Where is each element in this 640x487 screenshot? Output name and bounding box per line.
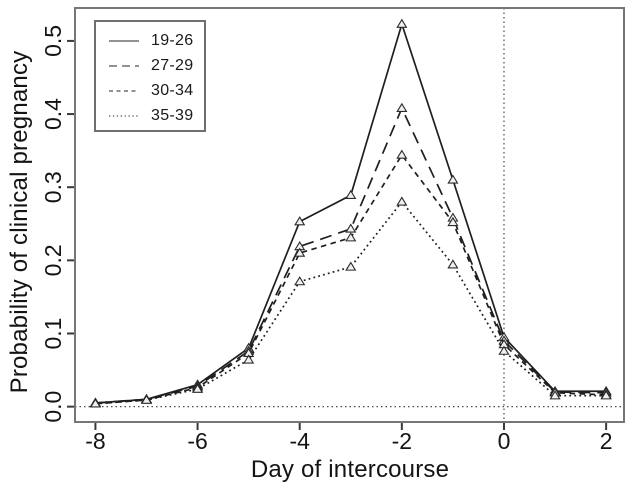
data-point-marker: [396, 196, 408, 206]
y-tick-label: 0.3: [40, 171, 66, 203]
series-line-27-29: [95, 106, 607, 404]
legend: 19-26 27-29 30-34 35-39: [94, 20, 206, 132]
legend-line-sample-longdash: [109, 64, 139, 67]
x-tick-label: -2: [392, 428, 412, 454]
legend-label: 19-26: [151, 31, 194, 49]
plot-frame: [74, 7, 625, 423]
series-27-29: [89, 102, 612, 407]
data-point-marker: [140, 394, 153, 404]
reference-lines: [75, 8, 624, 422]
data-point-marker: [191, 383, 204, 393]
data-point-marker: [396, 102, 408, 112]
x-tick-label: -4: [289, 428, 310, 454]
y-tick-label: 0.4: [40, 98, 66, 130]
x-tick-label: 2: [600, 428, 613, 454]
y-tick-label: 0.0: [40, 391, 66, 423]
data-point-marker: [294, 247, 306, 257]
y-tick-label: 0.5: [40, 25, 66, 57]
data-point-marker: [447, 216, 459, 227]
x-axis-ticks: -8 -6 -4 -2 0 2: [85, 423, 613, 454]
y-axis-ticks: 0.0 0.1 0.2 0.3 0.4 0.5: [40, 25, 74, 423]
legend-entry-30-34: 30-34: [108, 78, 204, 103]
legend-entry-27-29: 27-29: [108, 53, 204, 78]
legend-line-sample-dash: [109, 89, 139, 92]
y-axis-title: Probability of clinical pregnancy: [6, 50, 33, 394]
legend-label: 30-34: [151, 81, 194, 99]
data-point-marker: [345, 223, 357, 233]
data-point-marker: [396, 149, 408, 159]
y-tick-label: 0.2: [40, 244, 66, 276]
data-point-marker: [345, 261, 357, 271]
series-line-35-39: [95, 200, 607, 405]
series-35-39: [89, 196, 612, 408]
x-tick-label: -6: [187, 428, 207, 454]
x-tick-label: 0: [498, 428, 511, 454]
data-point-marker: [294, 276, 306, 286]
data-point-marker: [447, 259, 459, 269]
legend-line-sample-dotted: [109, 114, 139, 117]
legend-label: 35-39: [151, 106, 194, 124]
data-point-marker: [447, 174, 459, 184]
data-point-marker: [89, 398, 102, 408]
data-point-marker: [345, 232, 357, 242]
data-point-marker: [345, 189, 357, 200]
x-tick-label: -8: [85, 428, 105, 454]
x-axis-title: Day of intercourse: [250, 456, 450, 483]
data-point-marker: [294, 216, 306, 226]
legend-entry-19-26: 19-26: [108, 28, 204, 53]
y-tick-label: 0.1: [40, 318, 66, 350]
legend-line-sample-solid: [109, 39, 139, 42]
data-point-marker: [498, 345, 510, 355]
legend-entry-35-39: 35-39: [108, 103, 204, 128]
legend-label: 27-29: [151, 56, 194, 74]
data-point-marker: [549, 390, 561, 400]
data-point-marker: [396, 18, 408, 28]
data-point-marker: [600, 390, 612, 400]
data-point-marker: [243, 354, 255, 364]
